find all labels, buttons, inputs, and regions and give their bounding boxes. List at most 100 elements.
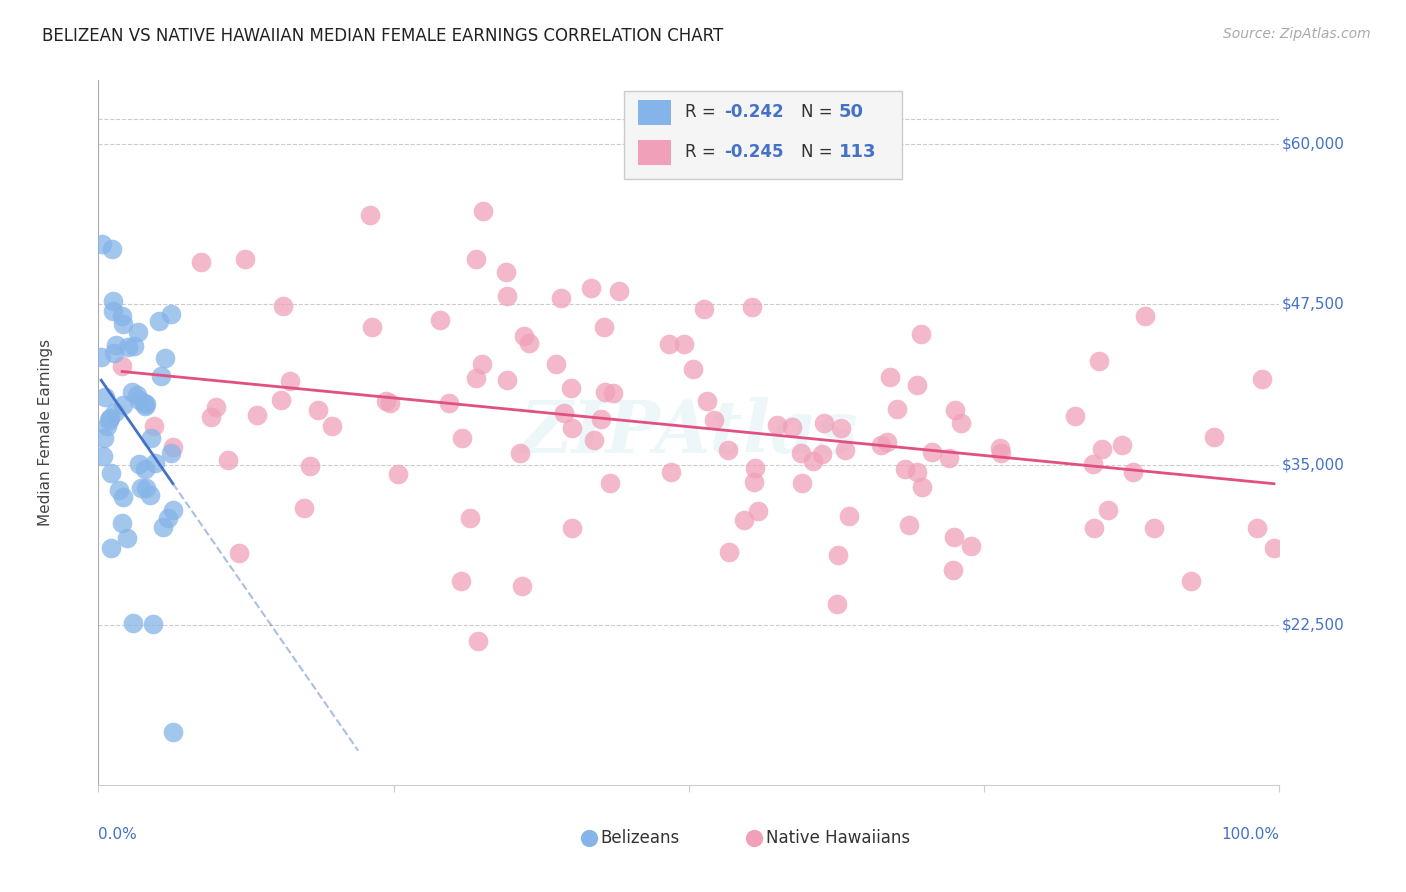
Point: [125, 388, 148, 402]
Point: [717, 442, 740, 457]
Point: [1263, 541, 1285, 555]
Point: [792, 475, 814, 490]
Text: R =: R =: [685, 103, 721, 121]
Point: [162, 724, 184, 739]
Point: [495, 264, 517, 278]
Point: [103, 303, 125, 318]
Point: [1097, 503, 1119, 517]
Point: [658, 337, 681, 351]
Point: [943, 530, 966, 544]
Point: [100, 541, 122, 555]
Point: [1083, 457, 1105, 471]
Point: [91, 236, 114, 251]
Point: [921, 444, 943, 458]
Point: [128, 392, 150, 407]
Point: [138, 488, 160, 502]
Point: [270, 392, 292, 407]
Text: $35,000: $35,000: [1282, 458, 1344, 472]
Point: [153, 351, 176, 365]
Point: [98, 411, 121, 425]
Text: $60,000: $60,000: [1282, 136, 1344, 152]
Point: [375, 393, 398, 408]
Point: [200, 410, 222, 425]
Point: [1088, 354, 1111, 368]
Point: [104, 338, 127, 352]
Point: [672, 337, 695, 351]
Point: [233, 252, 256, 266]
Point: [553, 406, 575, 420]
Text: N =: N =: [801, 143, 838, 161]
Text: 113: 113: [839, 143, 876, 161]
Point: [811, 447, 834, 461]
Point: [838, 508, 860, 523]
Point: [387, 467, 409, 481]
Text: 100.0%: 100.0%: [1222, 827, 1279, 842]
Point: [111, 516, 134, 530]
Point: [450, 574, 472, 588]
Point: [121, 385, 143, 400]
Text: -0.245: -0.245: [724, 143, 785, 161]
Point: [111, 359, 134, 374]
Point: [560, 381, 582, 395]
Point: [307, 402, 329, 417]
Point: [101, 243, 124, 257]
Point: [905, 465, 928, 479]
Point: [162, 503, 184, 517]
Text: Native Hawaiians: Native Hawaiians: [766, 829, 910, 847]
Point: [782, 419, 804, 434]
Point: [122, 616, 145, 631]
Point: [550, 292, 572, 306]
Point: [582, 433, 605, 447]
Point: [472, 204, 495, 219]
Point: [589, 412, 612, 426]
Text: Belizeans: Belizeans: [600, 829, 679, 847]
Point: [593, 320, 616, 334]
Point: [110, 309, 132, 323]
Text: 50: 50: [839, 103, 863, 121]
Point: [703, 413, 725, 427]
Point: [742, 475, 765, 490]
Point: [942, 563, 965, 577]
Point: [834, 442, 856, 457]
Point: [696, 394, 718, 409]
Point: [879, 370, 901, 384]
FancyBboxPatch shape: [638, 100, 671, 125]
Point: [464, 252, 486, 266]
FancyBboxPatch shape: [638, 140, 671, 165]
Point: [246, 408, 269, 422]
Point: [122, 339, 145, 353]
Point: [830, 421, 852, 435]
Point: [607, 284, 630, 298]
Point: [471, 357, 494, 371]
Point: [1133, 309, 1156, 323]
Point: [112, 317, 135, 331]
Point: [825, 597, 848, 611]
Point: [228, 545, 250, 559]
Point: [988, 441, 1011, 455]
Point: [103, 345, 125, 359]
Point: [659, 465, 682, 479]
Point: [152, 520, 174, 534]
Point: [910, 326, 932, 341]
Text: $22,500: $22,500: [1282, 617, 1344, 632]
Point: [790, 446, 813, 460]
Point: [162, 440, 184, 454]
Point: [117, 531, 139, 545]
Point: [744, 460, 766, 475]
Text: Source: ZipAtlas.com: Source: ZipAtlas.com: [1223, 27, 1371, 41]
Point: [1091, 442, 1114, 456]
Point: [135, 481, 157, 495]
Point: [467, 634, 489, 648]
Point: [960, 539, 983, 553]
Point: [512, 329, 534, 343]
Point: [148, 314, 170, 328]
Point: [128, 457, 150, 471]
Text: N =: N =: [801, 103, 838, 121]
Point: [886, 402, 908, 417]
Point: [602, 386, 624, 401]
Point: [278, 375, 301, 389]
Point: [108, 483, 131, 498]
Point: [135, 397, 157, 411]
Point: [157, 511, 180, 525]
Point: [143, 418, 166, 433]
